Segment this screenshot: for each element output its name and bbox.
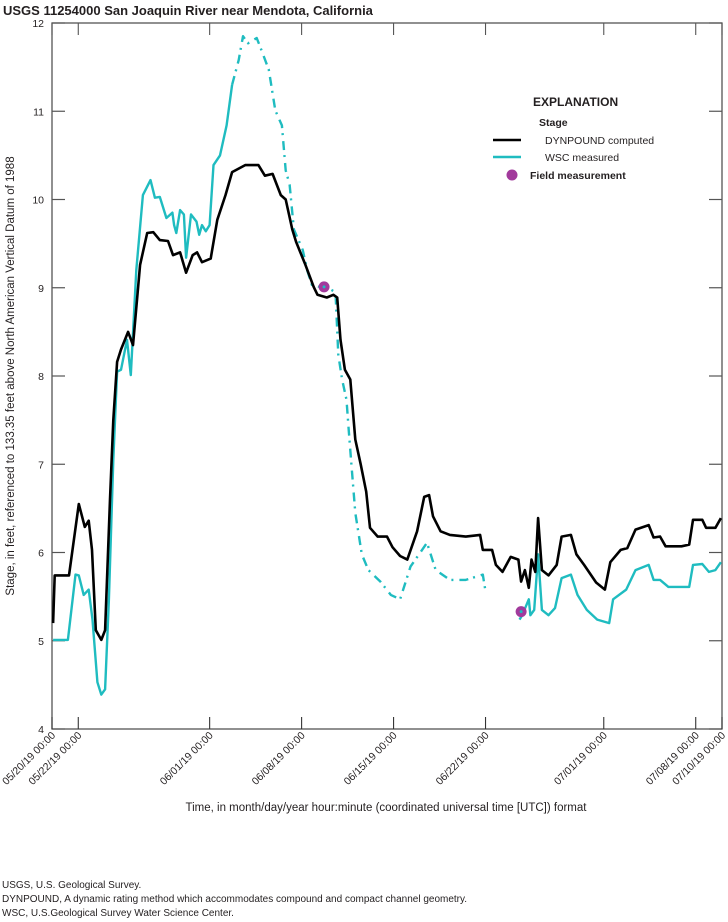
x-tick-label: 06/15/19 00:00 <box>342 730 400 788</box>
y-tick-label: 11 <box>33 106 44 118</box>
legend-subtitle: Stage <box>539 117 568 129</box>
y-tick-label: 7 <box>38 459 44 471</box>
series-line-dynpound-computed <box>51 163 723 642</box>
legend-label-dynpound: DYNPOUND computed <box>545 135 654 147</box>
y-tick-label: 12 <box>32 18 44 30</box>
y-tick-label: 8 <box>38 371 44 383</box>
x-tick-label: 07/01/19 00:00 <box>552 730 610 788</box>
chart-title: USGS 11254000 San Joaquin River near Men… <box>3 3 374 18</box>
footnote-usgs: USGS, U.S. Geological Survey. <box>2 880 142 891</box>
field-measurement-center <box>519 610 523 614</box>
y-tick-label: 9 <box>38 283 44 295</box>
series-line-wsc-measured <box>230 35 487 601</box>
y-tick-label: 6 <box>38 548 44 560</box>
series-layer <box>51 35 723 696</box>
y-tick-label: 10 <box>32 195 44 207</box>
footnote-wsc: WSC, U.S.Geological Survey Water Science… <box>2 908 234 919</box>
x-tick-label: 06/22/19 00:00 <box>434 730 492 788</box>
y-tick-label: 5 <box>38 636 44 648</box>
legend-swatch-field-measurement <box>506 169 518 181</box>
series-line-wsc-measured <box>518 553 722 625</box>
x-tick-label: 06/01/19 00:00 <box>158 730 216 788</box>
x-tick-label: 06/08/19 00:00 <box>250 730 308 788</box>
x-axis-label: Time, in month/day/year hour:minute (coo… <box>186 802 588 814</box>
y-axis-label: Stage, in feet, referenced to 133.35 fee… <box>5 156 17 595</box>
field-measurement-center <box>322 285 326 289</box>
legend: EXPLANATION Stage DYNPOUND computed WSC … <box>493 95 654 182</box>
legend-title: EXPLANATION <box>533 95 618 109</box>
plot-frame <box>51 22 723 730</box>
footnote-dynpound: DYNPOUND, A dynamic rating method which … <box>2 894 468 905</box>
series-line-wsc-measured <box>53 84 234 696</box>
legend-label-wsc: WSC measured <box>545 152 619 164</box>
y-tick-label: 4 <box>38 724 44 736</box>
legend-label-field-measurement: Field measurement <box>530 170 626 182</box>
